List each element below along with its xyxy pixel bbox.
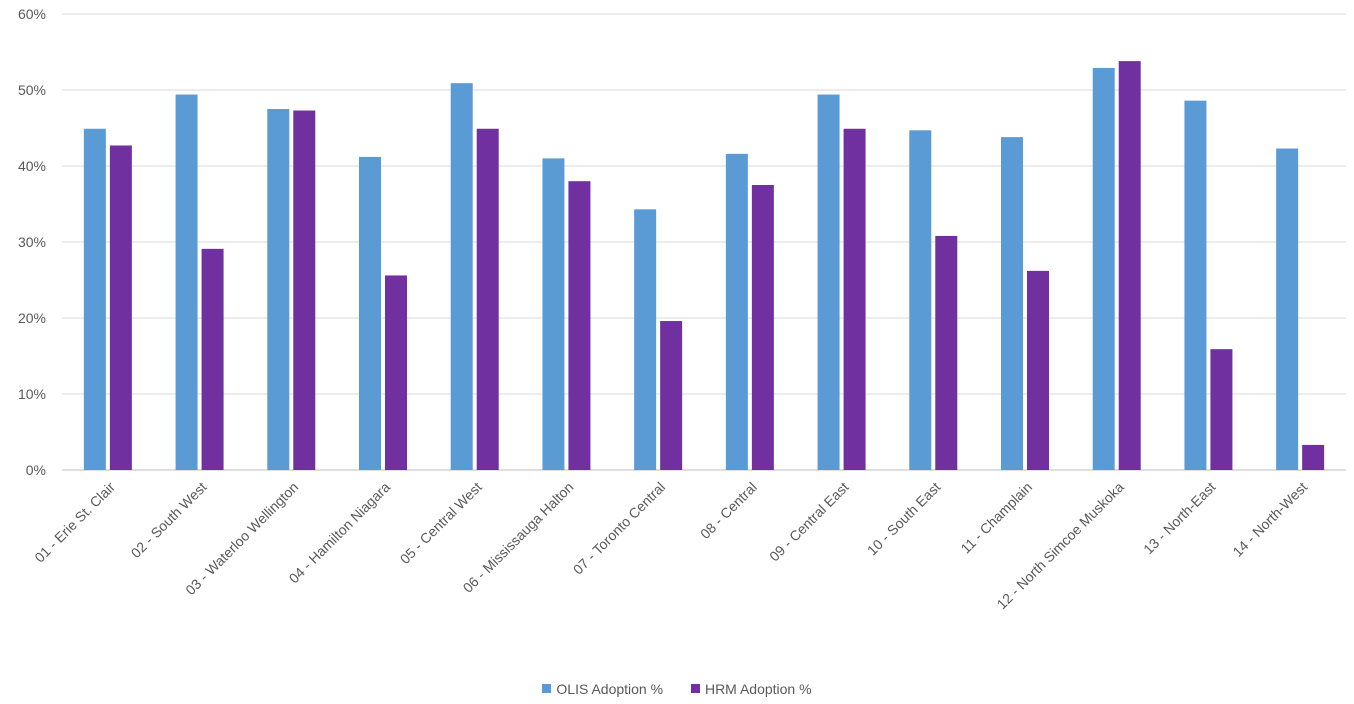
y-tick-label: 20% [18, 310, 46, 326]
x-tick-label: 14 - North-West [1229, 479, 1310, 560]
bar-hrm [935, 235, 958, 470]
bar-hrm [1118, 61, 1141, 471]
bar-hrm [843, 128, 866, 470]
y-tick-label: 50% [18, 82, 46, 98]
bar-olis [1092, 67, 1115, 471]
bar-hrm [109, 145, 132, 471]
y-tick-label: 60% [18, 6, 46, 22]
bar-olis [83, 128, 106, 470]
bar-olis [909, 130, 932, 470]
x-tick-label: 10 - South East [864, 479, 944, 559]
bar-olis [450, 83, 473, 470]
bar-hrm [385, 275, 407, 470]
y-tick-label: 40% [18, 158, 46, 174]
bar-hrm [751, 185, 774, 470]
bar-olis [542, 158, 565, 470]
legend: OLIS Adoption % HRM Adoption % [0, 680, 1354, 697]
bar-hrm [568, 181, 591, 470]
legend-label-hrm: HRM Adoption % [704, 680, 812, 697]
bar-olis [175, 94, 198, 470]
x-tick-label: 13 - North-East [1140, 479, 1219, 558]
bar-hrm [201, 248, 224, 470]
bar-olis [634, 209, 657, 470]
y-tick-label: 10% [18, 386, 46, 402]
legend-swatch-hrm [690, 684, 700, 693]
legend-item-olis: OLIS Adoption % [542, 681, 663, 697]
x-tick-label: 01 - Erie St. Clair [31, 479, 118, 566]
legend-label-olis: OLIS Adoption % [556, 680, 664, 697]
legend-swatch-olis [542, 684, 552, 693]
bar-olis [725, 153, 748, 470]
x-tick-label: 11 - Champlain [957, 479, 1035, 557]
x-tick-label: 02 - South West [128, 479, 210, 561]
bar-olis [1276, 148, 1299, 470]
x-tick-label: 08 - Central [697, 479, 760, 542]
bar-olis [359, 156, 381, 470]
y-tick-label: 0% [26, 462, 46, 478]
bar-hrm [1302, 444, 1325, 470]
bar-hrm [1027, 270, 1049, 470]
bar-olis [267, 109, 290, 470]
x-tick-label: 09 - Central East [766, 479, 852, 565]
x-tick-label: 07 - Toronto Central [570, 479, 669, 578]
bar-olis [1001, 137, 1023, 470]
bar-chart: 0%10%20%30%40%50%60%01 - Erie St. Clair 0… [18, 6, 1346, 612]
x-tick-label: 04 - Hamilton Niagara [286, 479, 394, 587]
bar-olis [1184, 100, 1207, 470]
bar-hrm [476, 128, 499, 470]
bar-olis [817, 94, 840, 470]
bar-hrm [660, 321, 683, 470]
bar-hrm [293, 110, 316, 471]
legend-item-hrm: HRM Adoption % [690, 680, 812, 697]
x-tick-label: 05 - Central West [397, 479, 485, 567]
bar-hrm [1210, 349, 1233, 470]
y-tick-label: 30% [18, 234, 46, 250]
